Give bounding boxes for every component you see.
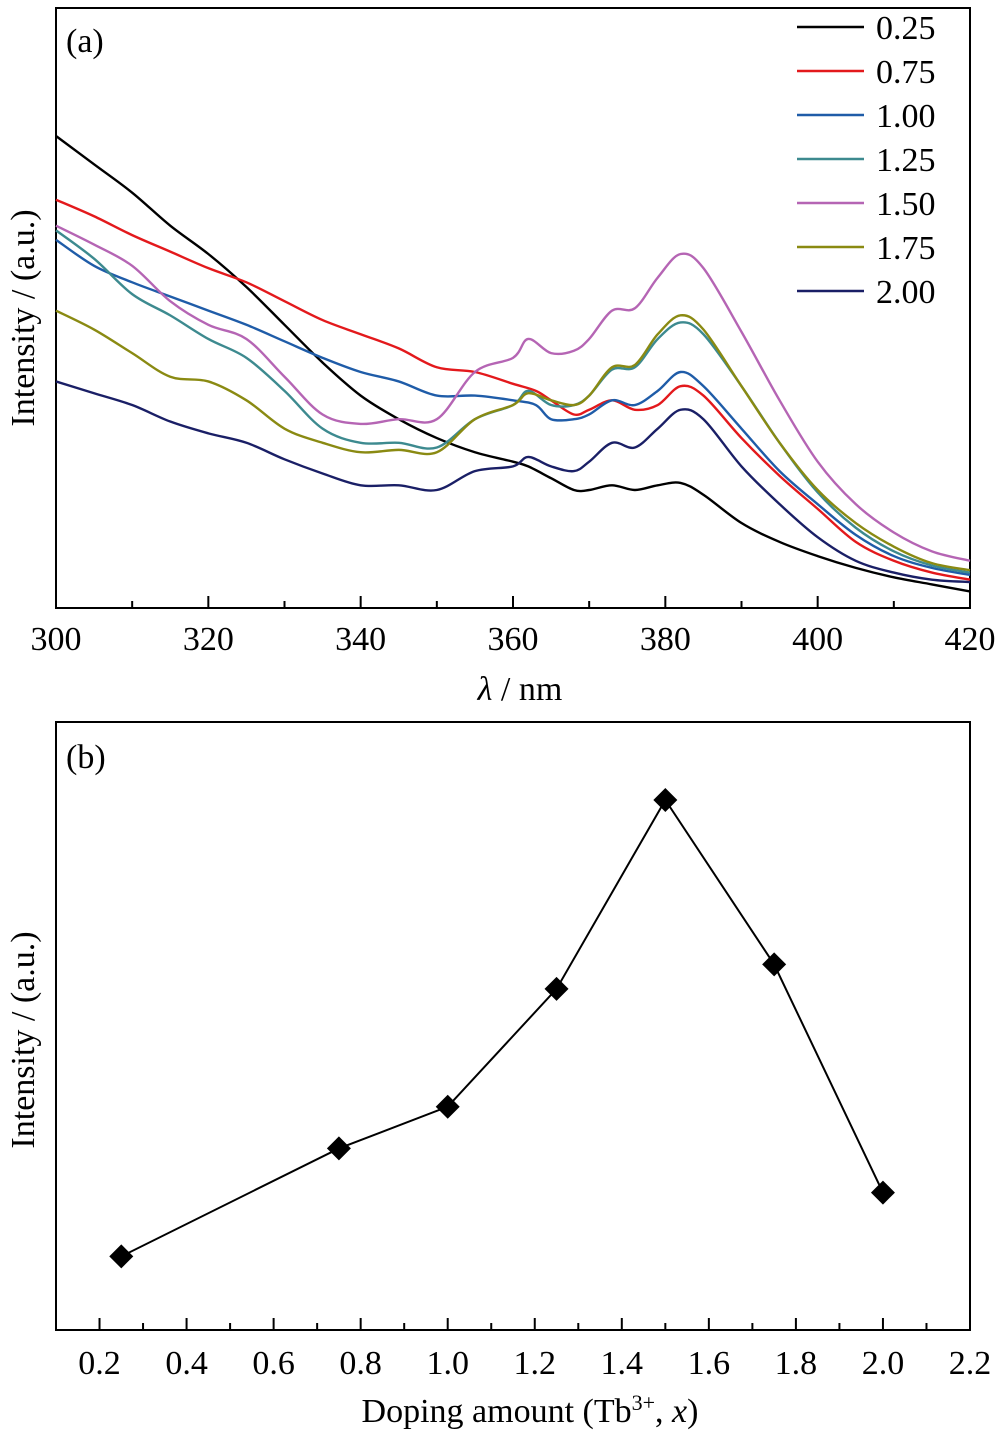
legend-label: 1.75	[876, 230, 936, 267]
x-axis-label-b: Doping amount (Tb3+, x)	[362, 1390, 699, 1431]
doping-panel: 0.2 0.4 0.6 0.8 1.0 1.2 1.4 1.6 1.8 2.0 2.2 (b) In…	[5, 721, 991, 1431]
x-axis-ticks-b: 0.2 0.4 0.6 0.8 1.0 1.2 1.4 1.6 1.8 2.0 2.2	[78, 1318, 991, 1382]
series-line-2.00	[55, 380, 971, 584]
doping-line	[120, 798, 884, 1258]
x-axis-label-main: Doping amount (Tb	[362, 1393, 632, 1430]
legend-label: 0.25	[876, 10, 936, 47]
x-axis-label-superscript: 3+	[632, 1390, 655, 1415]
x-tick-label-b: 0.8	[339, 1345, 382, 1382]
series-line-1.00	[55, 238, 971, 577]
data-point-marker	[762, 952, 787, 977]
x-tick-label-a: 380	[640, 621, 691, 658]
series-line-1.75	[55, 309, 971, 572]
spectra-panel: 300 320 340 360 380 400 420 0.25 0.75 1.00 1.25 1.…	[5, 7, 996, 708]
x-tick-label-b: 1.2	[514, 1345, 557, 1382]
data-point-marker	[653, 788, 678, 812]
data-point-marker	[109, 1244, 134, 1269]
x-tick-label-b: 0.2	[78, 1345, 121, 1382]
x-tick-label-a: 340	[335, 621, 386, 658]
legend-label: 2.00	[876, 274, 936, 311]
x-tick-label-b: 1.4	[601, 1345, 644, 1382]
data-point-marker	[326, 1136, 351, 1161]
y-axis-label-a: Intensity / (a.u.)	[5, 209, 42, 426]
panel-label-b: (b)	[66, 739, 106, 776]
x-tick-label-a: 320	[183, 621, 234, 658]
x-tick-label-b: 1.8	[775, 1345, 818, 1382]
x-tick-label-b: 1.0	[426, 1345, 469, 1382]
x-tick-label-b: 0.6	[252, 1345, 295, 1382]
doping-series	[109, 788, 895, 1269]
spectra-series-group	[55, 135, 971, 593]
legend-label: 0.75	[876, 54, 936, 91]
x-axis-ticks-a: 300 320 340 360 380 400 420	[31, 596, 996, 658]
legend-label: 1.25	[876, 142, 936, 179]
legend-label: 1.50	[876, 186, 936, 223]
x-axis-label-a: λ / nm	[477, 671, 563, 708]
plot-frame-b	[55, 721, 971, 1331]
x-axis-label-separator: ,	[655, 1393, 672, 1430]
x-axis-label-close: )	[687, 1393, 698, 1430]
x-tick-label-b: 2.2	[949, 1345, 992, 1382]
series-line-1.50	[55, 224, 971, 562]
legend-label: 1.00	[876, 98, 936, 135]
x-tick-label-a: 400	[792, 621, 843, 658]
series-line-0.75	[55, 198, 971, 581]
data-point-marker	[435, 1094, 460, 1119]
x-axis-label-variable: x	[671, 1393, 687, 1430]
legend: 0.25 0.75 1.00 1.25 1.50 1.75 2.00	[797, 10, 936, 311]
x-tick-label-b: 1.6	[688, 1345, 731, 1382]
x-tick-label-b: 2.0	[862, 1345, 905, 1382]
panel-label-a: (a)	[66, 23, 104, 60]
data-point-marker	[870, 1180, 895, 1205]
x-tick-label-a: 300	[31, 621, 82, 658]
x-axis-symbol: λ	[477, 671, 493, 708]
x-tick-label-b: 0.4	[165, 1345, 208, 1382]
data-point-marker	[544, 976, 569, 1001]
x-axis-unit: / nm	[492, 671, 562, 708]
y-axis-label-b: Intensity / (a.u.)	[5, 931, 42, 1148]
x-tick-label-a: 420	[945, 621, 996, 658]
x-tick-label-a: 360	[488, 621, 539, 658]
